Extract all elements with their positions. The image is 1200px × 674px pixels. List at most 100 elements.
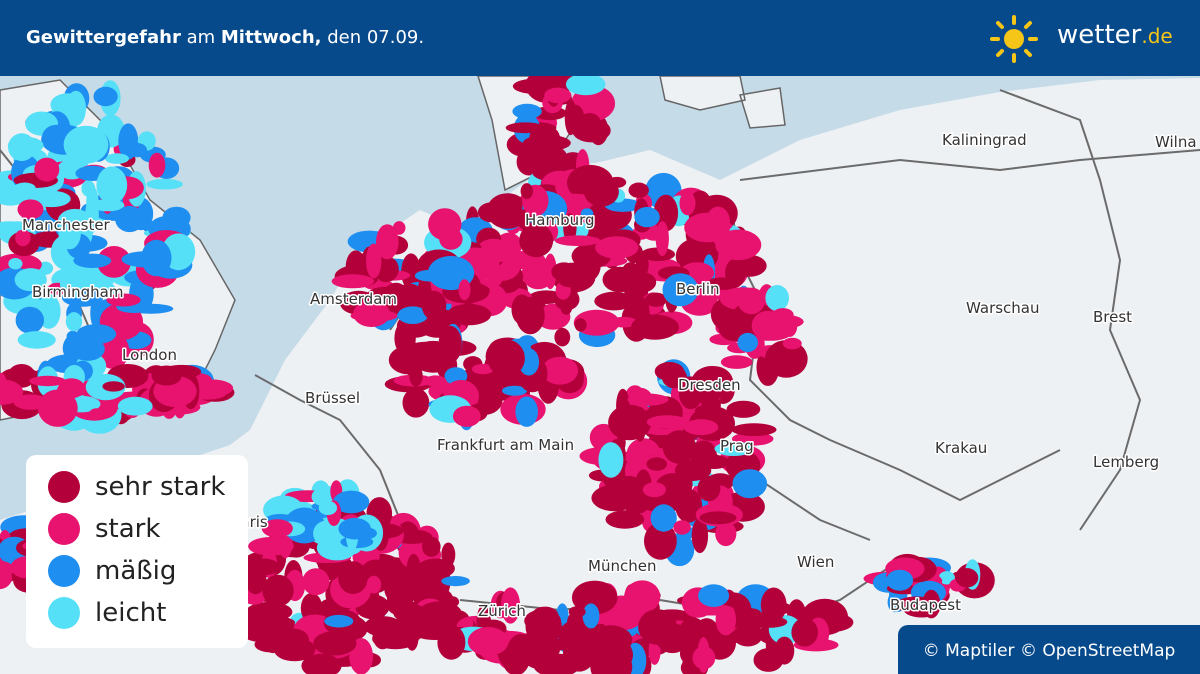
title: Gewittergefahr am Mittwoch, den 07.09.	[26, 27, 424, 48]
precip-cell	[366, 575, 382, 594]
precip-cell	[148, 152, 166, 178]
precip-cell	[922, 589, 941, 619]
title-segment: Mittwoch,	[220, 27, 322, 48]
precip-cell	[646, 415, 688, 429]
precip-cell	[34, 157, 60, 182]
precip-cell	[58, 216, 81, 250]
precip-cell	[691, 518, 709, 554]
precip-cell	[428, 208, 462, 241]
precip-cell	[406, 553, 421, 588]
precip-cell	[520, 183, 533, 200]
precip-cell	[636, 297, 650, 330]
city-label: London	[122, 346, 177, 364]
precip-cell	[568, 606, 586, 618]
precip-cell	[683, 419, 719, 436]
legend-swatch	[48, 471, 80, 503]
precip-cell	[627, 393, 669, 406]
precip-cell	[0, 560, 13, 572]
precip-cell	[467, 627, 509, 656]
precip-cell	[392, 568, 405, 594]
precip-cell	[720, 355, 753, 369]
precip-cell	[573, 249, 601, 282]
precip-cell	[313, 520, 341, 547]
precip-cell	[151, 365, 182, 386]
precip-cell	[574, 318, 587, 332]
precip-cell	[331, 274, 374, 289]
precip-cell	[262, 574, 294, 607]
precip-cell	[105, 153, 129, 164]
precip-cell	[32, 190, 71, 208]
city-label: Kaliningrad	[942, 131, 1027, 149]
precip-cell	[7, 133, 36, 162]
precip-cell	[102, 381, 125, 392]
precip-cell	[655, 623, 690, 654]
legend-item: mäßig	[48, 551, 176, 591]
precip-cell	[14, 268, 47, 292]
precip-cell	[437, 625, 466, 660]
precip-cell	[458, 279, 471, 301]
precip-cell	[595, 236, 639, 259]
precip-cell	[417, 558, 455, 579]
precip-cell	[563, 213, 577, 243]
city-label: Krakau	[935, 439, 987, 457]
legend-swatch	[48, 597, 80, 629]
precip-cell	[372, 621, 393, 650]
precip-cell	[533, 635, 546, 670]
precip-cell	[679, 191, 696, 216]
precip-cell	[588, 636, 633, 674]
precip-cell	[89, 408, 104, 419]
attribution: © Maptiler © OpenStreetMap	[898, 625, 1200, 674]
precip-cell	[715, 521, 737, 547]
city-label: Manchester	[22, 216, 111, 234]
precip-cell	[65, 90, 86, 126]
precip-cell	[694, 405, 714, 417]
precip-cell	[774, 636, 795, 665]
precip-cell	[141, 239, 172, 277]
precip-cell	[117, 396, 153, 416]
city-label: Berlin	[676, 280, 720, 298]
precip-cell	[627, 271, 641, 290]
precip-cell	[386, 588, 407, 611]
precip-cell	[115, 205, 145, 233]
precip-cell	[302, 568, 330, 596]
precip-cell	[63, 125, 109, 164]
city-label: Prag	[720, 437, 754, 455]
precip-cell	[772, 308, 794, 322]
city-label: Wilna	[1155, 133, 1197, 151]
precip-cell	[580, 208, 594, 220]
precip-cell	[582, 603, 600, 629]
precip-cell	[438, 325, 462, 363]
precip-cell	[275, 628, 309, 651]
precip-cell	[605, 510, 645, 529]
precip-cell	[441, 576, 470, 587]
precip-cell	[562, 636, 596, 672]
precip-cell	[250, 616, 296, 630]
precip-cell	[594, 291, 634, 311]
precip-cell	[90, 296, 103, 330]
precip-cell	[0, 379, 24, 405]
precip-cell	[512, 103, 542, 119]
city-label: Frankfurt am Main	[437, 436, 574, 454]
precip-cell	[17, 331, 56, 349]
precip-cell	[635, 251, 649, 278]
precip-cell	[726, 400, 761, 418]
precip-cell	[732, 469, 768, 499]
precip-cell	[675, 488, 703, 523]
title-segment: Gewittergefahr	[26, 27, 181, 48]
legend-item: leicht	[48, 593, 166, 633]
precip-cell	[13, 182, 36, 195]
legend-item: sehr stark	[48, 467, 225, 507]
precip-cell	[376, 224, 399, 260]
precip-cell	[938, 571, 955, 585]
precip-cell	[313, 631, 357, 656]
precip-cell	[628, 182, 649, 198]
precip-cell	[554, 327, 571, 347]
precip-cell	[662, 430, 696, 464]
precip-cell	[543, 253, 557, 290]
precip-cell	[353, 300, 391, 327]
precip-cell	[583, 177, 619, 207]
precip-cell	[738, 608, 765, 632]
precip-cell	[718, 310, 752, 342]
precip-cell	[501, 385, 528, 396]
